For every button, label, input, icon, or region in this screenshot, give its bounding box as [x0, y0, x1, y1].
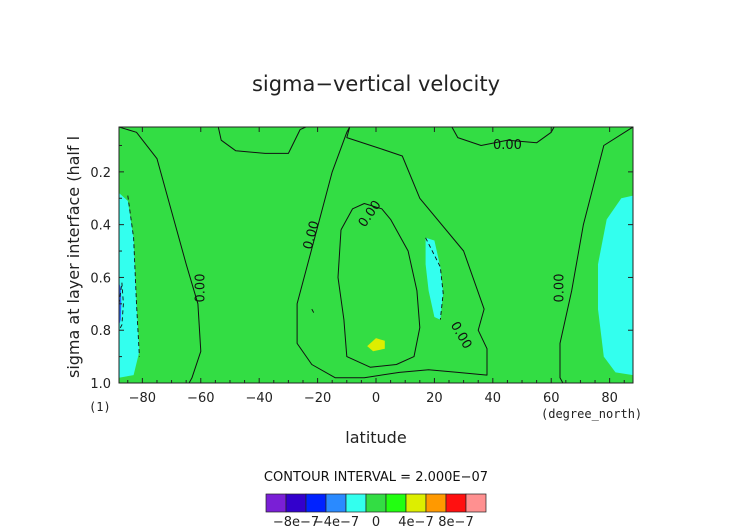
y-tick-label: 0.4 — [90, 219, 111, 234]
colorbar-swatch — [305, 493, 327, 513]
contour-line-negative — [119, 282, 124, 331]
colorbar — [265, 493, 487, 513]
y-tick-label: 0.8 — [90, 324, 111, 339]
x-tick-label: 60 — [543, 391, 560, 406]
colorbar-tick-label: −8e−7 — [273, 515, 319, 530]
x-tick-label: 40 — [485, 391, 502, 406]
colorbar-swatch — [265, 493, 287, 513]
colorbar-swatch — [445, 493, 467, 513]
contour-line — [337, 203, 421, 368]
colorbar-swatch — [285, 493, 307, 513]
contour-line — [559, 127, 633, 383]
contour-interval-text: CONTOUR INTERVAL = 2.000E−07 — [264, 470, 488, 485]
contour-label: 0.00 — [193, 274, 208, 303]
contour-line-negative — [127, 195, 140, 357]
x-tick-label: 20 — [426, 391, 443, 406]
colorbar-tick-label: 8e−7 — [438, 515, 473, 530]
x-axis-label: latitude — [345, 428, 406, 447]
contour-label: 0.00 — [552, 274, 567, 303]
y-tick-label: 0.6 — [90, 271, 111, 286]
x-tick-label: −40 — [245, 391, 272, 406]
contour-line — [451, 127, 555, 146]
x-tick-label: 0 — [372, 391, 380, 406]
colorbar-swatch — [365, 493, 387, 513]
colorbar-swatch — [425, 493, 447, 513]
plot-area — [119, 127, 633, 383]
colorbar-swatch — [465, 493, 487, 513]
x-tick-label: −80 — [129, 391, 156, 406]
colorbar-tick-label: 0 — [372, 515, 380, 530]
colorbar-swatch — [385, 493, 407, 513]
chart-title: sigma−vertical velocity — [252, 72, 500, 96]
contour-line-negative — [311, 308, 316, 315]
colorbar-tick-label: −4e−7 — [313, 515, 359, 530]
colorbar-swatch — [405, 493, 427, 513]
x-unit-label: (degree_north) — [541, 407, 642, 421]
contour-line — [217, 127, 307, 154]
region-equatorial-ascent-core — [367, 338, 385, 352]
region-west-polar-descent — [119, 193, 140, 378]
y-axis-label: sigma at layer interface (half l — [64, 136, 83, 378]
contour-label: 0.00 — [301, 219, 323, 251]
y-tick-label: 1.0 — [90, 377, 111, 392]
contour-line — [296, 127, 488, 379]
region-midlat-descent-strip — [425, 237, 444, 320]
x-tick-label: −60 — [187, 391, 214, 406]
y-tick-label: 0.2 — [90, 166, 111, 181]
region-east-polar-descent — [598, 195, 633, 376]
contour-line-negative — [425, 237, 444, 320]
contour-label: 0.00 — [493, 138, 522, 153]
colorbar-swatch — [345, 493, 367, 513]
colorbar-tick-label: 4e−7 — [398, 515, 433, 530]
y-unit-label: (1) — [89, 400, 111, 414]
contour-line — [119, 127, 202, 383]
colorbar-swatch — [325, 493, 347, 513]
x-tick-label: 80 — [601, 391, 618, 406]
x-tick-label: −20 — [304, 391, 331, 406]
